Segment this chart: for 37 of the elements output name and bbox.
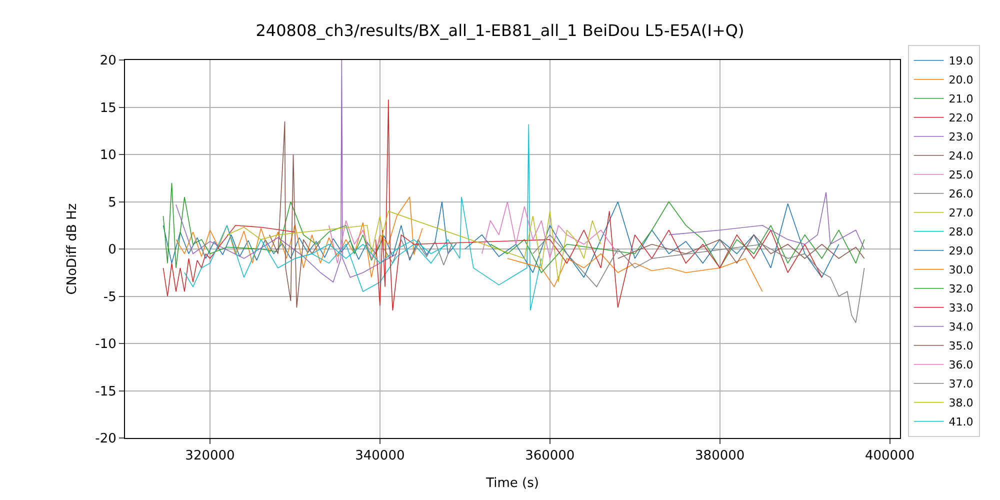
x-tick-label: 320000 [185, 448, 235, 464]
legend-label: 30.0 [948, 264, 974, 277]
legend-label: 21.0 [948, 92, 974, 106]
y-tick-label: -20 [95, 432, 116, 447]
y-tick-label: -15 [95, 384, 116, 400]
y-axis-title: CNoDiff dB Hz [65, 203, 80, 295]
legend-label: 28.0 [948, 226, 974, 239]
y-tick-label: 5 [108, 195, 116, 210]
y-tick-label: 15 [100, 100, 116, 116]
chart-title: 240808_ch3/results/BX_all_1-EB81_all_1 BeiDou L5-E5A(I+Q) [256, 21, 744, 40]
legend-label: 37.0 [948, 378, 974, 391]
x-tick-label: 340000 [355, 448, 405, 464]
y-tick-label: 10 [100, 148, 116, 164]
y-tick-label: -10 [95, 337, 116, 352]
legend-label: 26.0 [948, 188, 974, 201]
legend-label: 23.0 [948, 130, 974, 144]
legend-label: 36.0 [948, 358, 974, 372]
legend-label: 33.0 [948, 302, 974, 315]
legend-label: 34.0 [948, 320, 974, 334]
legend-label: 38.0 [948, 396, 974, 410]
x-axis-title: Time (s) [485, 476, 539, 492]
x-tick-label: 360000 [525, 448, 575, 464]
legend-label: 41.0 [948, 416, 974, 429]
legend-label: 19.0 [948, 54, 974, 68]
legend-label: 35.0 [948, 340, 974, 353]
legend-label: 25.0 [948, 168, 974, 182]
y-tick-label: 0 [108, 242, 116, 258]
y-tick-label: -5 [103, 290, 116, 305]
x-tick-label: 400000 [864, 448, 915, 464]
legend-label: 27.0 [948, 206, 974, 220]
x-tick-label: 380000 [695, 448, 745, 464]
legend-label: 22.0 [948, 112, 974, 125]
legend-label: 20.0 [948, 74, 974, 87]
legend-label: 24.0 [948, 150, 974, 163]
legend-label: 29.0 [948, 244, 974, 258]
legend-label: 32.0 [948, 282, 974, 296]
y-tick-label: 20 [100, 54, 116, 69]
